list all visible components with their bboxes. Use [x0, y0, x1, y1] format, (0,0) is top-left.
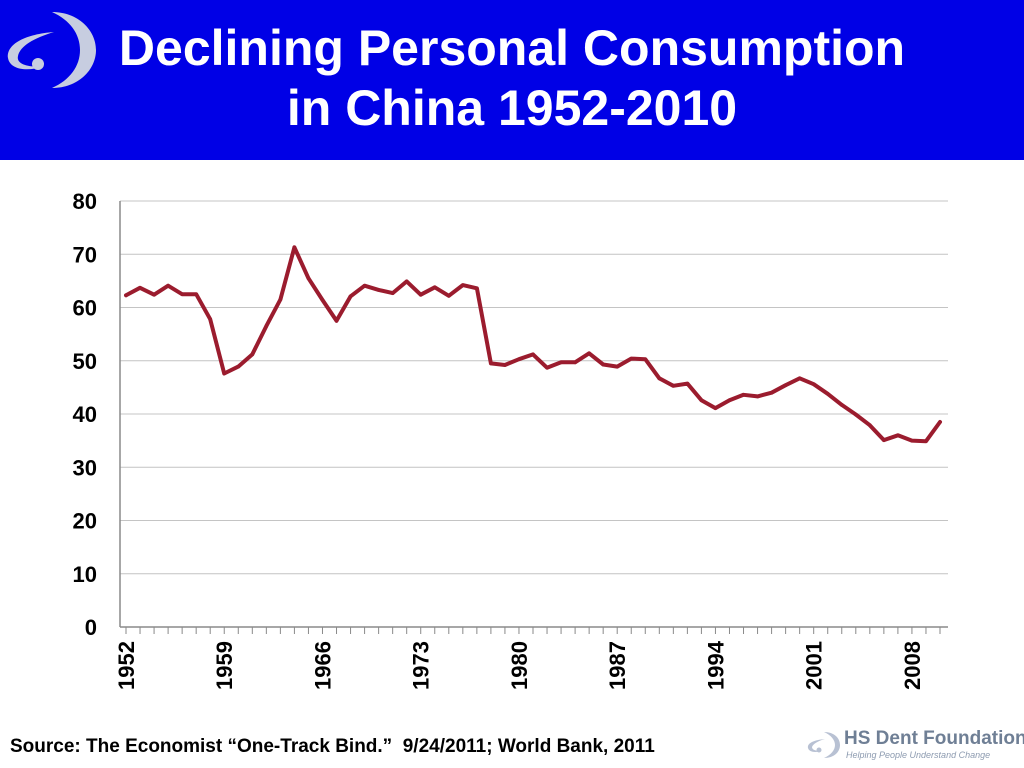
data-point-1963 — [278, 297, 283, 302]
data-point-1975 — [446, 293, 451, 298]
data-point-1985 — [587, 351, 591, 356]
data-point-2000 — [797, 376, 802, 381]
data-point-1966 — [320, 298, 325, 302]
hs-dent-small-logo-icon — [807, 732, 840, 758]
data-point-1986 — [601, 362, 605, 367]
x-tick-label-2001: 2001 — [802, 641, 827, 690]
data-point-2001 — [811, 382, 816, 386]
data-point-2005 — [868, 423, 872, 427]
data-point-1959 — [222, 371, 227, 376]
x-tick-label-1973: 1973 — [409, 641, 434, 690]
y-tick-label-10: 10 — [73, 562, 97, 587]
data-point-1990 — [657, 376, 662, 381]
source-note: Source: The Economist “One-Track Bind.” … — [10, 736, 655, 757]
data-point-1988 — [629, 356, 634, 361]
data-point-1957 — [194, 292, 198, 296]
data-point-1962 — [264, 324, 269, 328]
data-point-1954 — [152, 292, 156, 297]
data-point-1993 — [699, 398, 704, 402]
data-point-1965 — [306, 276, 311, 281]
data-point-1982 — [545, 365, 549, 370]
data-point-1976 — [461, 283, 465, 287]
footer-logo-name: HS Dent Foundation — [844, 728, 1024, 749]
title-banner: Declining Personal Consumption in China … — [0, 0, 1024, 160]
data-point-1978 — [489, 361, 493, 366]
data-point-1998 — [769, 390, 774, 395]
data-point-1970 — [376, 288, 381, 292]
data-point-1960 — [236, 364, 241, 369]
data-point-1955 — [166, 283, 170, 288]
y-tick-label-0: 0 — [85, 615, 97, 640]
data-point-1984 — [573, 360, 577, 365]
x-tick-label-1987: 1987 — [605, 641, 630, 690]
data-point-2004 — [853, 412, 858, 417]
data-point-1973 — [418, 292, 423, 297]
y-tick-label-50: 50 — [73, 349, 97, 374]
data-point-1952 — [124, 293, 128, 298]
x-tick-label-1952: 1952 — [114, 641, 139, 690]
data-point-1971 — [390, 291, 395, 295]
x-tick-label-1966: 1966 — [310, 641, 335, 690]
data-point-1953 — [138, 285, 142, 290]
x-tick-label-1980: 1980 — [507, 641, 532, 690]
data-point-1991 — [671, 383, 676, 388]
consumption-series-line — [124, 245, 942, 444]
data-point-1968 — [348, 294, 353, 299]
data-point-1997 — [755, 394, 760, 399]
data-point-2006 — [882, 438, 886, 442]
data-point-2002 — [825, 391, 830, 396]
data-point-1994 — [713, 406, 718, 410]
x-tick-label-1959: 1959 — [212, 641, 237, 690]
data-point-2009 — [924, 439, 928, 443]
consumption-line-chart: 0 10 20 30 40 50 60 70 80 1952 1959 1966 1973 1980 198… — [73, 189, 948, 690]
data-point-1964 — [292, 245, 297, 250]
data-point-1956 — [180, 292, 184, 296]
data-point-1999 — [783, 383, 788, 388]
data-point-2003 — [839, 403, 844, 407]
data-point-1969 — [362, 283, 367, 288]
data-point-1987 — [615, 364, 620, 369]
data-point-2008 — [910, 438, 914, 443]
x-tick-label-2008: 2008 — [900, 641, 925, 690]
y-tick-label-80: 80 — [73, 189, 97, 214]
data-point-1983 — [559, 360, 563, 365]
footer-logo-tagline: Helping People Understand Change — [846, 750, 991, 760]
y-tick-label-20: 20 — [73, 509, 97, 534]
data-point-1980 — [517, 357, 521, 361]
hs-dent-swoosh-logo-icon — [7, 12, 96, 88]
data-point-1961 — [250, 352, 255, 357]
y-tick-label-70: 70 — [73, 242, 97, 267]
x-tick-label-1994: 1994 — [703, 640, 728, 690]
y-tick-label-60: 60 — [73, 296, 97, 321]
data-point-1992 — [685, 381, 690, 386]
title-line-2: in China 1952-2010 — [286, 80, 738, 136]
data-point-1977 — [475, 286, 479, 291]
data-point-1972 — [404, 279, 409, 284]
data-point-1967 — [334, 319, 339, 323]
page-title: Declining Personal Consumption in China … — [0, 18, 1024, 138]
data-point-1989 — [643, 357, 648, 361]
footer-logo: HS Dent Foundation Helping People Unders… — [806, 726, 1024, 766]
data-point-1995 — [727, 398, 732, 402]
data-point-1981 — [531, 352, 535, 357]
data-point-1996 — [741, 393, 746, 397]
title-line-1: Declining Personal Consumption — [118, 20, 906, 76]
y-tick-label-30: 30 — [73, 455, 97, 480]
data-point-2007 — [896, 433, 900, 438]
data-point-1974 — [432, 285, 437, 290]
data-point-2010 — [938, 420, 942, 424]
data-point-1958 — [208, 317, 213, 322]
data-point-1979 — [503, 363, 507, 367]
y-tick-label-40: 40 — [73, 402, 97, 427]
